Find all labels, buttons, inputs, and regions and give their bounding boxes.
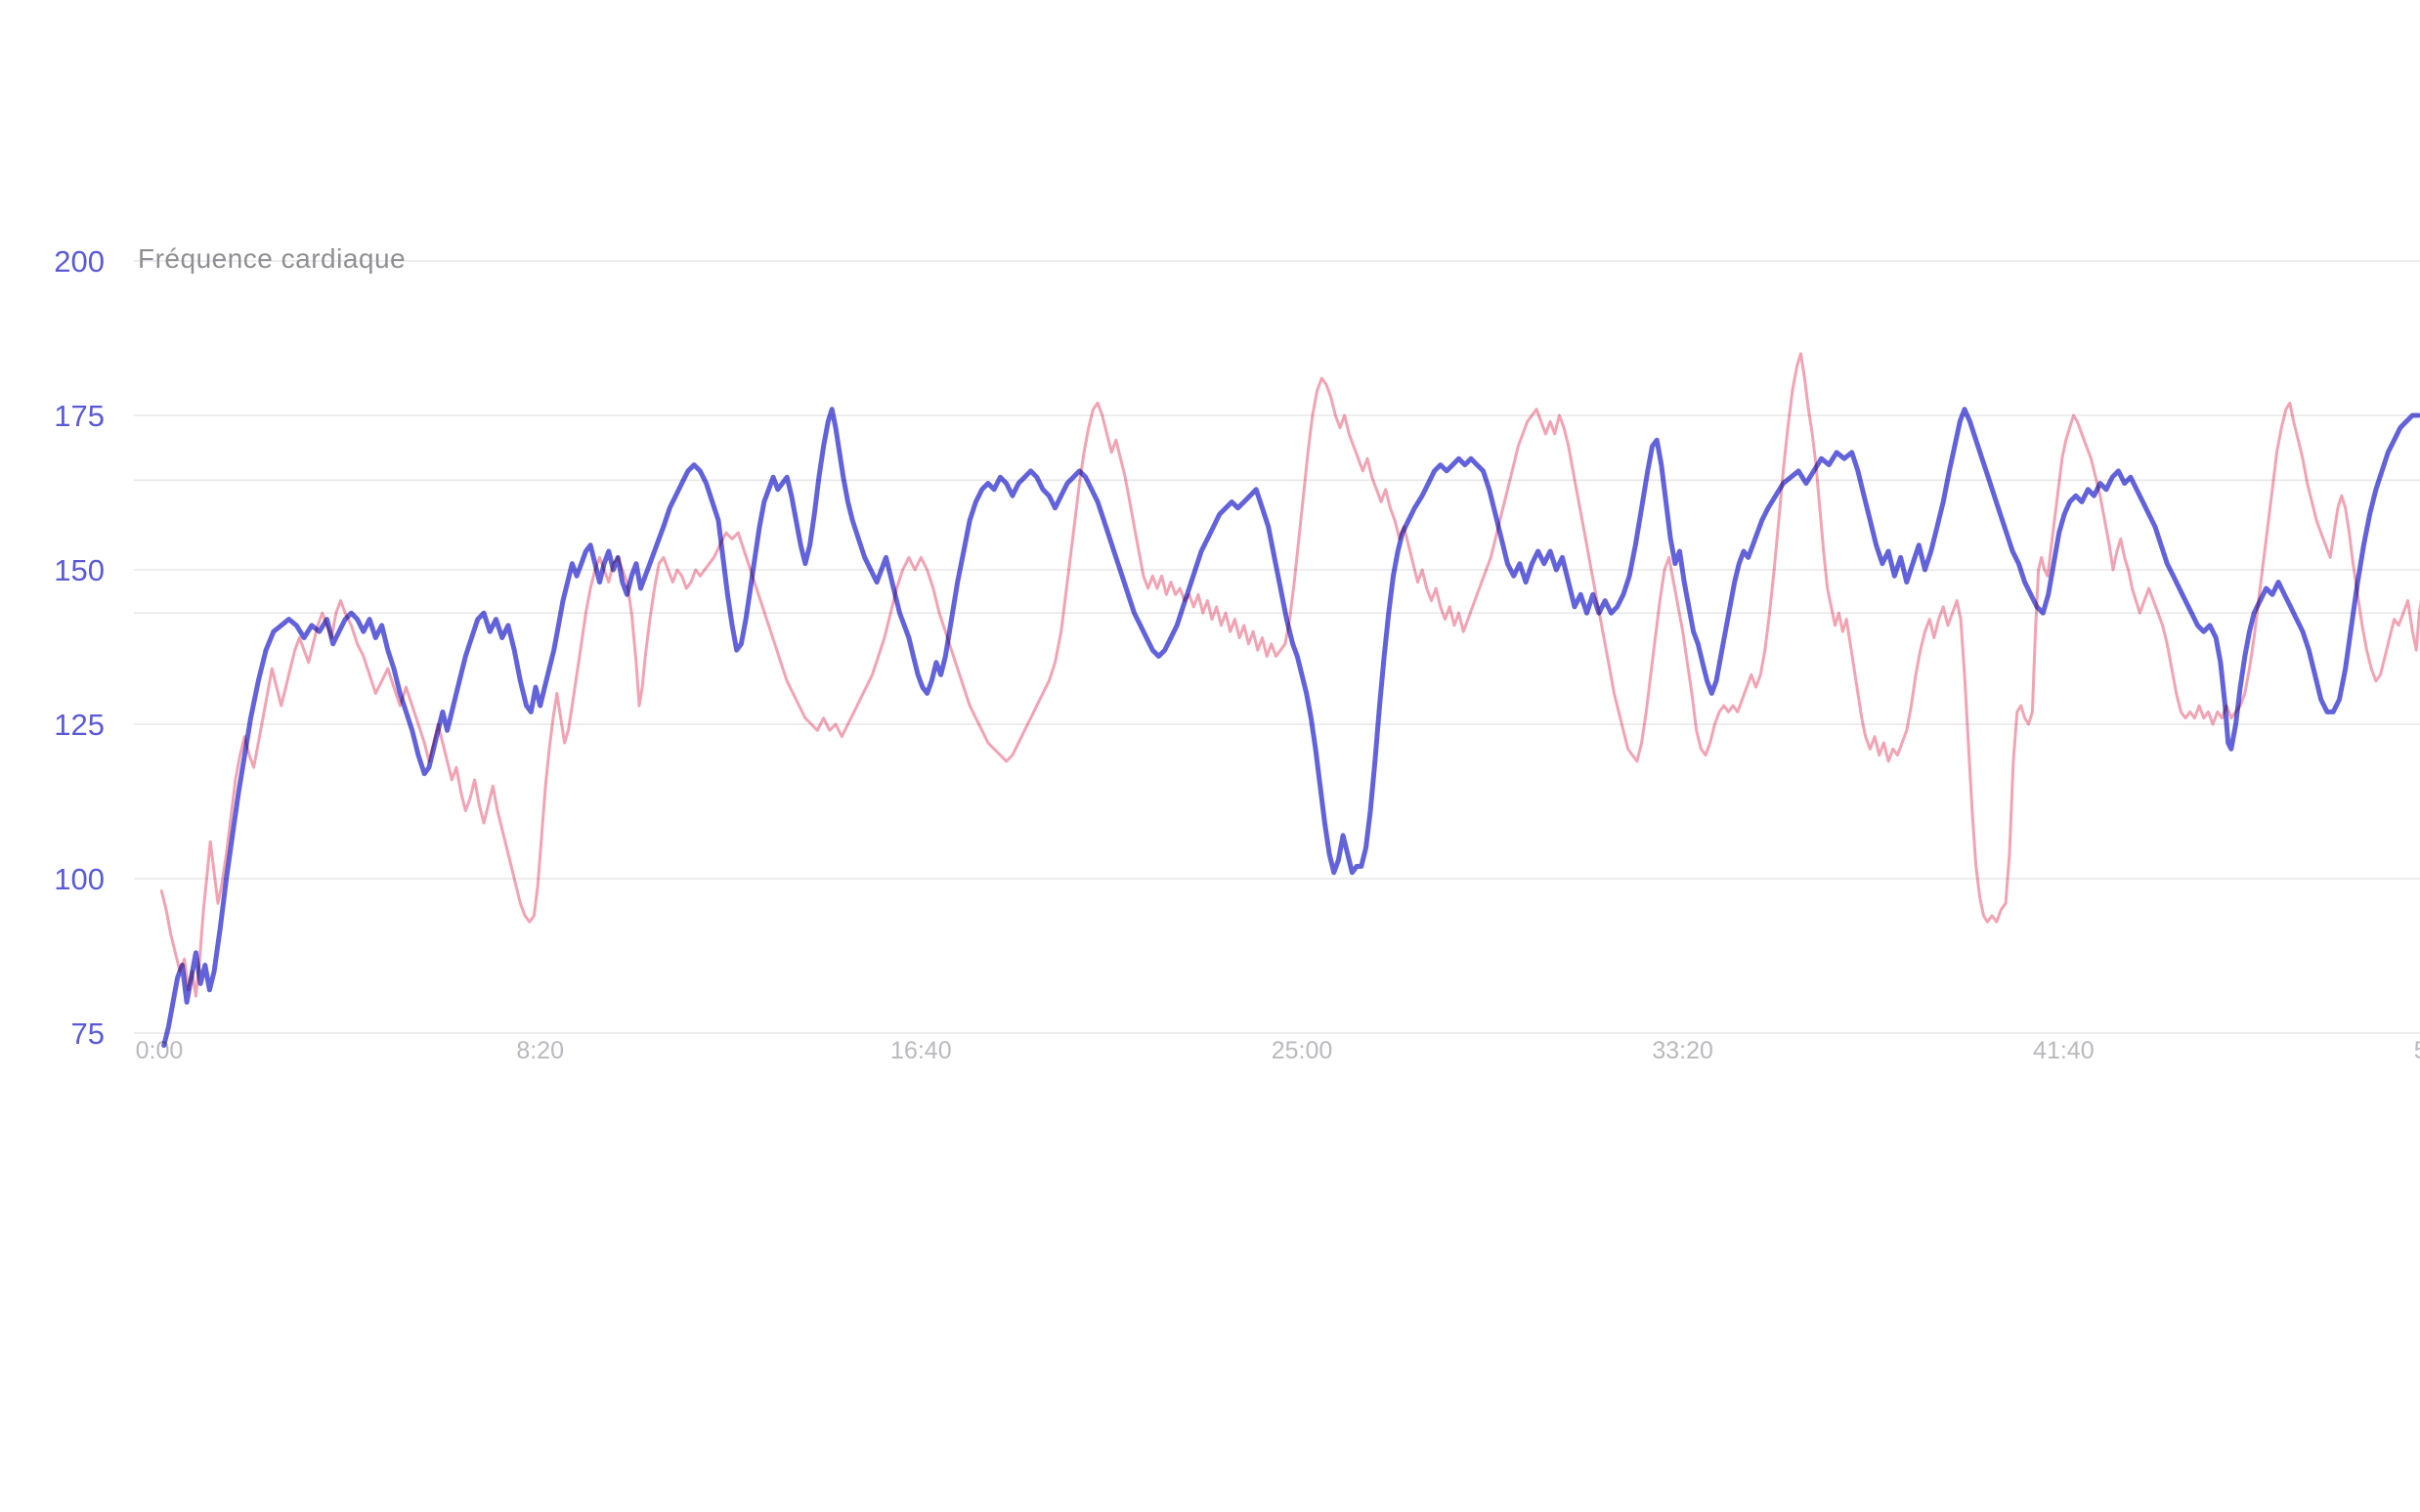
gridlines	[134, 260, 2420, 1034]
x-axis-labels: 0:00 8:20 16:40 25:00 33:20 41:40 50:00	[136, 1037, 2420, 1064]
x-axis-tick-label: 25:00	[1272, 1037, 1333, 1064]
y-axis-tick-label: 200	[54, 244, 105, 279]
x-axis-tick-label: 41:40	[2033, 1037, 2095, 1064]
x-axis-tick-label: 50:00	[2414, 1037, 2420, 1064]
series-pink-line	[159, 352, 2420, 998]
x-axis-tick-label: 33:20	[1652, 1037, 1713, 1064]
x-axis-tick-label: 0:00	[136, 1037, 184, 1064]
chart-title: Fréquence cardiaque	[138, 243, 407, 274]
x-axis-tick-label: 16:40	[890, 1037, 952, 1064]
y-axis-tick-label: 75	[71, 1016, 105, 1051]
x-axis-tick-label: 8:20	[516, 1037, 564, 1064]
y-axis-tick-label: 125	[54, 708, 105, 742]
y-axis-tick-label: 150	[54, 553, 105, 587]
y-axis-tick-label: 100	[54, 862, 105, 896]
y-axis-labels: 200 175 150 125 100 75	[54, 244, 105, 1051]
series-blue-line	[161, 407, 2420, 1049]
series-lines	[159, 352, 2420, 1049]
y-axis-tick-label: 175	[54, 399, 105, 433]
